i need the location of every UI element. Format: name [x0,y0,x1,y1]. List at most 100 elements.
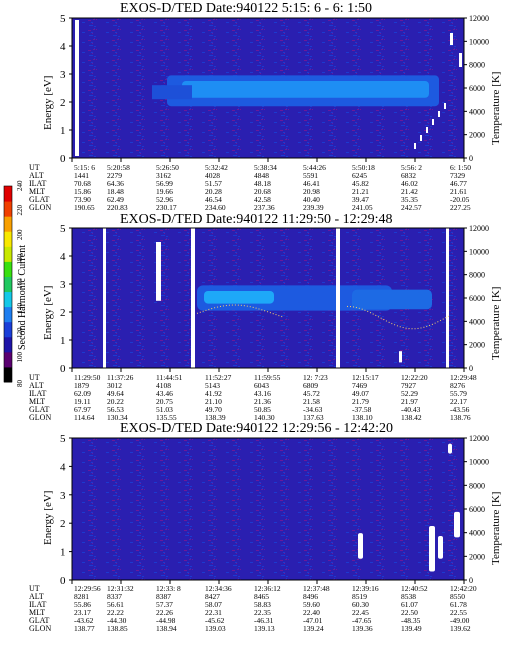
colorbar-tick-label: 140 [16,303,24,314]
colorbar-segment [4,336,12,353]
panel3-ytick-label: 1 [60,547,66,559]
panel2-cell: 8276 [450,381,465,390]
panel1-cell: 20.28 [205,187,222,196]
panel1-row-label: UT [29,163,40,172]
colorbar-segment [4,276,12,293]
panel1-temp-point [426,127,428,133]
panel1-cell: 234.60 [205,203,226,212]
colorbar-tick-label: 100 [16,352,24,363]
panel1-cell: 5591 [303,171,318,180]
panel1-cell: 62.49 [107,195,124,204]
panel1-cell: 39.47 [352,195,369,204]
panel3-y2tick-label: 12000 [469,434,489,443]
panel1-cell: 239.39 [303,203,324,212]
panel1-cell: 46.02 [401,179,418,188]
panel3-cell: 22.22 [107,608,124,617]
panel3-cell: -45.62 [205,616,225,625]
panel2-cell: 3012 [107,381,122,390]
panel2-ytick-label: 4 [60,251,66,263]
panel2-ylabel: Energy [eV] [42,285,54,340]
panel1-row-label: GLON [29,203,51,212]
panel1-cell: 6245 [352,171,367,180]
colorbar-frame [3,185,13,383]
panel2-gap [191,228,195,368]
panel3-cell: 60.30 [352,600,369,609]
panel3-ylabel: Energy [eV] [42,490,54,545]
panel1-temp-point [438,111,440,117]
panel2-ytick-label: 3 [60,279,66,291]
panel3-ytick-label: 0 [60,575,66,587]
panel1-band-start [152,85,192,100]
panel1-cell: 1441 [74,171,89,180]
panel2-cell: 135.55 [156,413,177,422]
panel3-ytick-label: 4 [60,461,66,473]
panel3-cell: 8465 [254,592,269,601]
panel3-cell: 12:34:36 [205,584,232,593]
panel3-cell: 8337 [107,592,122,601]
panel1-cell: 42.58 [254,195,271,204]
panel1-cell: 5:20:58 [107,163,130,172]
panel2-y2tick-label: 6000 [469,294,485,303]
panel2-y2tick-label: 8000 [469,271,485,280]
panel2-cell: 22.17 [450,397,467,406]
panel1-cell: 48.18 [254,179,271,188]
panel1-cell: 5:50:18 [352,163,375,172]
panel2-cell: 138.10 [352,413,373,422]
panel1-ytick-label: 2 [60,97,66,109]
panel1-cell: 5:44:26 [303,163,326,172]
panel2-band-core [204,291,274,304]
colorbar-segment [4,261,12,277]
panel3-cell: 55.86 [74,600,91,609]
panel2-spike [156,242,161,301]
panel2-cell: 114.64 [74,413,95,422]
panel1-y2label: Temperature [K] [490,71,502,145]
panel2-cell: 11:44:51 [156,373,183,382]
panel1-y2tick-label: 12000 [469,14,489,23]
colorbar-segment [4,321,12,338]
panel3-cell: 58.83 [254,600,271,609]
panel1-cell: 241.05 [352,203,373,212]
panel1-cell: 46.41 [303,179,320,188]
panel3-cell: -44.30 [107,616,127,625]
panel1-cell: 70.68 [74,179,91,188]
panel1-cell: -20.05 [450,195,470,204]
panel1-ytick-label: 0 [60,153,66,165]
panel3-y2tick-label: 10000 [469,458,489,467]
panel1-cell: 5:32:42 [205,163,228,172]
panel3-cell: 12:36:12 [254,584,281,593]
colorbar-tick-label: 160 [16,278,24,289]
panel2-row-label: ILAT [29,389,46,398]
panel2-ytick-label: 2 [60,307,66,319]
panel2-ytick-label: 1 [60,335,66,347]
panel3-cell: 139.49 [401,624,422,633]
panel3-cell: 12:33: 8 [156,584,181,593]
panel3-cell: 22.35 [254,608,271,617]
panel1-cell: 19.66 [156,187,173,196]
panel3-row-label: ALT [29,592,44,601]
panel1-temp-point [444,103,446,109]
panel2-cell: 52.29 [401,389,418,398]
panel1-cell: 18.48 [107,187,124,196]
panel1-y2tick-label: 4000 [469,107,485,116]
panel1-cell: 40.40 [303,195,320,204]
panel2-cell: 67.97 [74,405,91,414]
panel3-ytick-label: 2 [60,518,66,530]
panel1-title: EXOS-D/TED Date:940122 5:15: 6 - 6: 1:50 [120,1,372,16]
panel2-cell: 43.16 [254,389,271,398]
panel1-band-core [182,81,429,98]
panel3-cell: 23.17 [74,608,91,617]
panel3-spike [454,511,460,538]
panel2-gap [336,228,340,368]
colorbar-segment [4,231,12,247]
panel2-cell: 7469 [352,381,367,390]
panel1-temp-point [420,135,422,141]
panel2-ytick-label: 0 [60,363,66,375]
panel2-cell: 130.34 [107,413,128,422]
panel3-y2tick-label: 6000 [469,505,485,514]
panel1-cell: 4028 [205,171,220,180]
panel3-row-label: UT [29,584,40,593]
panel2-cell: -34.63 [303,405,323,414]
panel2-temp-trace [346,305,450,330]
panel3-cell: 58.07 [205,600,222,609]
panel1-cell: 21.42 [401,187,418,196]
